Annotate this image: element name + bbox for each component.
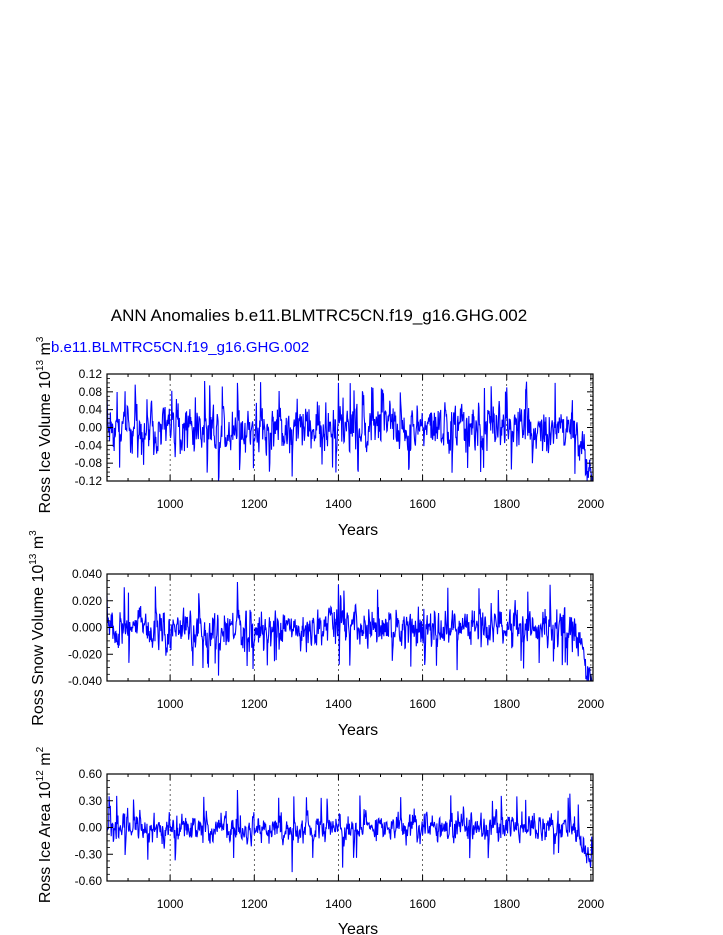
y-tick-label: -0.08: [75, 456, 103, 470]
y-tick-label: -0.040: [68, 674, 102, 688]
x-tick-label: 1400: [325, 497, 352, 511]
x-axis-label: Years: [338, 722, 378, 739]
y-axis-label-part: 3: [35, 336, 46, 342]
x-tick-label: 1200: [241, 697, 268, 711]
y-tick-label: 0.040: [72, 567, 102, 581]
series-line: [106, 380, 594, 482]
series-line: [106, 582, 593, 682]
x-tick-label: 1800: [493, 897, 520, 911]
y-axis-label-part: Ross Snow Volume 10: [30, 565, 47, 726]
x-tick-label: 1000: [157, 897, 184, 911]
y-axis-label: Ross Ice Area 1012 m2: [35, 746, 54, 903]
x-tick-label: 1600: [409, 897, 436, 911]
x-tick-label: 1200: [241, 497, 268, 511]
y-tick-label: 0.00: [79, 821, 103, 835]
x-tick-label: 1600: [409, 697, 436, 711]
y-axis-label: Ross Snow Volume 1013 m3: [28, 530, 47, 726]
x-tick-label: 2000: [578, 497, 605, 511]
y-tick-label: 0.020: [72, 594, 102, 608]
y-tick-label: 0.04: [79, 403, 103, 417]
y-axis-label-part: 12: [35, 770, 46, 782]
y-axis-label-part: Ross Ice Area 10: [37, 781, 54, 903]
legend-label: b.e11.BLMTRC5CN.f19_g16.GHG.002: [51, 339, 309, 356]
y-tick-label: 0.12: [79, 367, 103, 381]
panel-3: 1000 1200 1400 1600 1800 2000 -0.60 -0.30 0.00 0.…: [35, 746, 605, 935]
y-tick-label: -0.04: [75, 438, 103, 452]
x-tick-label: 1200: [241, 897, 268, 911]
y-tick-label: -0.12: [75, 474, 103, 488]
y-tick-label: -0.60: [75, 874, 103, 888]
x-tick-label: 1000: [157, 497, 184, 511]
y-tick-label: -0.30: [75, 847, 103, 861]
x-tick-label: 2000: [578, 697, 605, 711]
y-tick-label: 0.08: [79, 385, 103, 399]
y-axis-label-part: Ross Ice Volume 10: [37, 371, 54, 513]
panel-1: 1000 1200 1400 1600 1800 2000 -0.12 -0.08 -0.04 0…: [35, 336, 605, 539]
x-tick-label: 1400: [325, 697, 352, 711]
x-tick-label: 1400: [325, 897, 352, 911]
y-axis-label: Ross Ice Volume 1013 m3: [35, 336, 54, 513]
x-tick-label: 2000: [578, 897, 605, 911]
y-axis-label-part: 3: [28, 530, 39, 536]
x-tick-label: 1000: [157, 697, 184, 711]
y-tick-label: 0.00: [79, 421, 103, 435]
x-tick-label: 1800: [493, 697, 520, 711]
page-title: ANN Anomalies b.e11.BLMTRC5CN.f19_g16.GH…: [111, 306, 527, 325]
y-axis-label-part: m: [37, 752, 54, 770]
y-tick-label: 0.60: [79, 767, 103, 781]
y-tick-label: -0.020: [68, 647, 102, 661]
x-tick-label: 1600: [409, 497, 436, 511]
y-axis-label-part: m: [37, 342, 54, 360]
series-line: [106, 790, 594, 873]
y-axis-label-part: 2: [35, 746, 46, 752]
x-axis-label: Years: [338, 921, 378, 935]
y-tick-label: 0.000: [72, 621, 102, 635]
y-axis-label-part: 13: [28, 553, 39, 565]
y-axis-label-part: m: [30, 536, 47, 554]
y-tick-label: 0.30: [79, 794, 103, 808]
y-axis-label-part: 13: [35, 360, 46, 372]
panel-2: 1000 1200 1400 1600 1800 2000 -0.040 -0.020 0.00…: [28, 530, 605, 739]
x-tick-label: 1800: [493, 497, 520, 511]
x-axis-label: Years: [338, 522, 378, 539]
